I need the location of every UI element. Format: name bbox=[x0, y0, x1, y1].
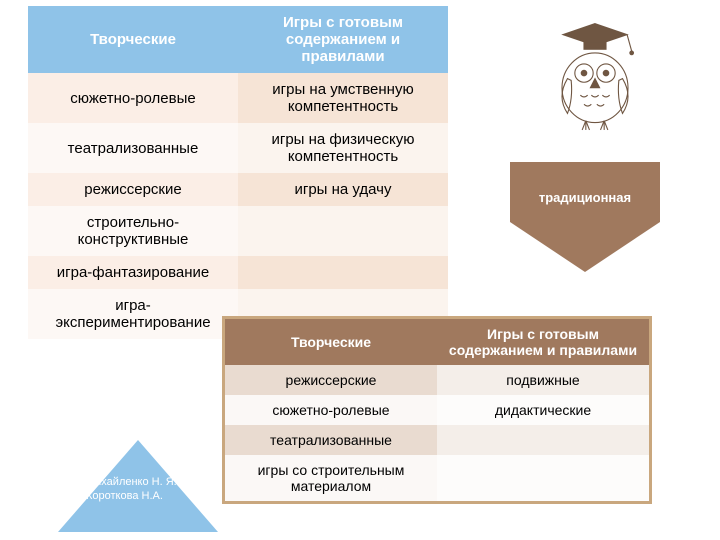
triangle-authors: Михайленко Н. Я. Короткова Н.А. bbox=[58, 440, 218, 532]
triangle-label: Михайленко Н. Я. Короткова Н.А. bbox=[86, 476, 206, 504]
table2-cell: режиссерские bbox=[225, 365, 437, 395]
table2-cell: театрализованные bbox=[225, 425, 437, 455]
table1-cell: игра-фантазирование bbox=[28, 256, 238, 289]
table2-header-a: Творческие bbox=[225, 319, 437, 365]
table1-header-a: Творческие bbox=[28, 6, 238, 73]
table2-cell bbox=[437, 425, 649, 455]
pentagon-traditional: традиционная bbox=[510, 162, 660, 272]
table-creative-top: Творческие Игры с готовым содержанием и … bbox=[28, 6, 448, 339]
table1-header-b: Игры с готовым содержанием и правилами bbox=[238, 6, 448, 73]
table1-cell: игры на физическую компетентность bbox=[238, 123, 448, 173]
pentagon-label: традиционная bbox=[510, 190, 660, 205]
table1-cell: режиссерские bbox=[28, 173, 238, 206]
owl-icon bbox=[540, 14, 650, 134]
table-creative-bottom-wrap: Творческие Игры с готовым содержанием и … bbox=[222, 316, 652, 504]
table1-cell bbox=[238, 206, 448, 256]
table2-cell bbox=[437, 455, 649, 501]
table2-cell: игры со строительным материалом bbox=[225, 455, 437, 501]
table1-cell: игры на удачу bbox=[238, 173, 448, 206]
table1-cell: сюжетно-ролевые bbox=[28, 73, 238, 123]
table2-cell: сюжетно-ролевые bbox=[225, 395, 437, 425]
table1-cell bbox=[238, 256, 448, 289]
table2-header-b: Игры с готовым содержанием и правилами bbox=[437, 319, 649, 365]
table2-cell: подвижные bbox=[437, 365, 649, 395]
table1-cell: строительно-конструктивные bbox=[28, 206, 238, 256]
table1-cell: театрализованные bbox=[28, 123, 238, 173]
table1-cell: игры на умственную компетентность bbox=[238, 73, 448, 123]
table2-cell: дидактические bbox=[437, 395, 649, 425]
table-creative-bottom: Творческие Игры с готовым содержанием и … bbox=[225, 319, 649, 501]
table1-cell: игра-экспериментирование bbox=[28, 289, 238, 339]
